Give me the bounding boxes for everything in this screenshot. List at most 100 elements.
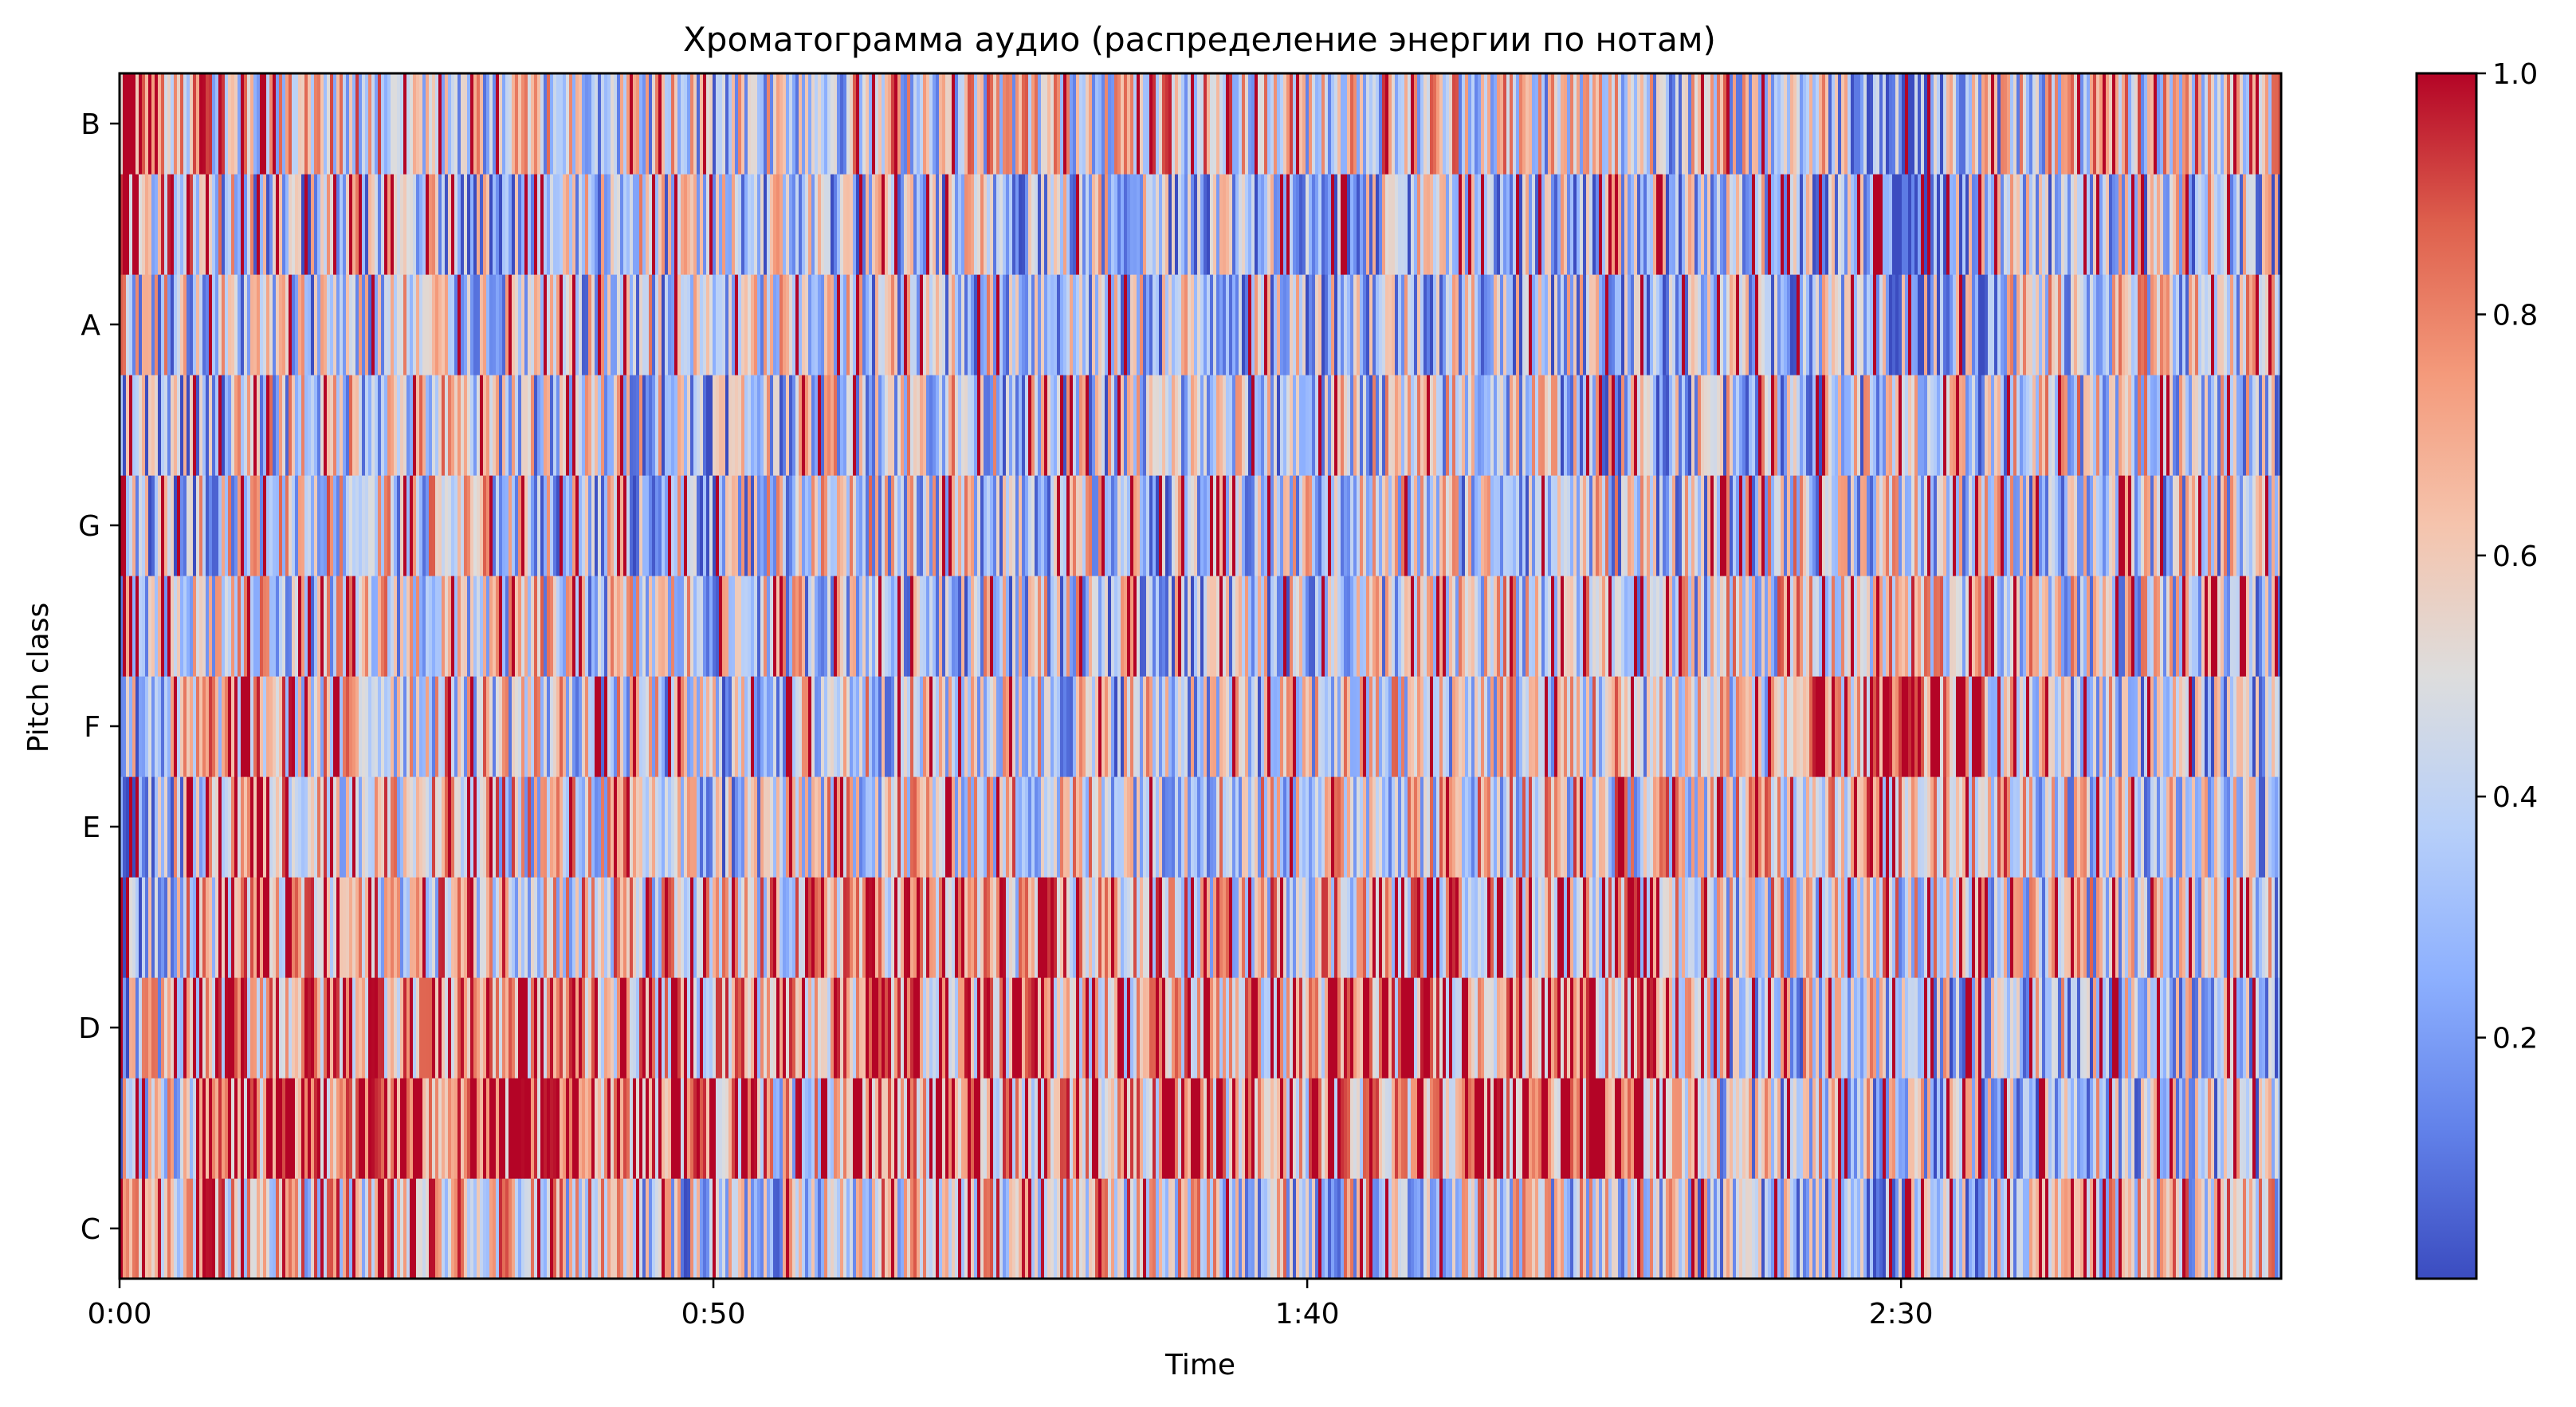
heatmap-cell	[1350, 877, 1354, 978]
heatmap-cell	[748, 1178, 752, 1279]
heatmap-cell	[604, 475, 608, 576]
heatmap-cell	[821, 1078, 825, 1179]
heatmap-cell	[1596, 877, 1600, 978]
heatmap-cell	[292, 776, 296, 878]
heatmap-cell	[783, 1178, 787, 1279]
heatmap-cell	[196, 1178, 200, 1279]
heatmap-cell	[384, 1178, 388, 1279]
heatmap-cell	[1876, 676, 1880, 777]
heatmap-cell	[330, 1078, 334, 1179]
heatmap-cell	[1659, 676, 1663, 777]
heatmap-cell	[540, 1078, 544, 1179]
heatmap-cell	[1879, 1178, 1883, 1279]
heatmap-cell	[2093, 1178, 2097, 1279]
heatmap-cell	[2205, 676, 2209, 777]
heatmap-cell	[1035, 877, 1039, 978]
heatmap-cell	[2096, 877, 2100, 978]
heatmap-cell	[738, 977, 742, 1079]
heatmap-cell	[515, 676, 519, 777]
heatmap-cell	[588, 1178, 592, 1279]
heatmap-cell	[1535, 776, 1539, 878]
heatmap-cell	[1828, 977, 1832, 1079]
heatmap-cell	[1710, 1178, 1714, 1279]
heatmap-cell	[1111, 977, 1115, 1079]
heatmap-cell	[2201, 1078, 2205, 1179]
heatmap-cell	[273, 676, 277, 777]
heatmap-cell	[279, 475, 283, 576]
heatmap-cell	[1372, 676, 1376, 777]
heatmap-cell	[1076, 977, 1080, 1079]
heatmap-cell	[1095, 1178, 1099, 1279]
heatmap-cell	[521, 576, 525, 677]
heatmap-cell	[1889, 1178, 1893, 1279]
heatmap-cell	[2058, 676, 2062, 777]
heatmap-cell	[1398, 576, 1402, 677]
heatmap-cell	[1302, 877, 1306, 978]
heatmap-cell	[139, 776, 143, 878]
heatmap-cell	[1522, 676, 1526, 777]
heatmap-cell	[2265, 977, 2269, 1079]
heatmap-cell	[1449, 1078, 1453, 1179]
heatmap-cell	[1229, 1178, 1233, 1279]
heatmap-cell	[1997, 877, 2001, 978]
heatmap-cell	[1420, 776, 1424, 878]
heatmap-cell	[1628, 1178, 1632, 1279]
heatmap-cell	[1930, 977, 1934, 1079]
heatmap-cell	[1659, 977, 1663, 1079]
heatmap-cell	[792, 977, 796, 1079]
heatmap-cell	[907, 776, 911, 878]
heatmap-cell	[792, 475, 796, 576]
heatmap-cell	[1219, 676, 1223, 777]
heatmap-cell	[387, 1178, 391, 1279]
heatmap-cell	[1159, 776, 1163, 878]
heatmap-cell	[142, 576, 146, 677]
heatmap-cell	[2166, 676, 2170, 777]
heatmap-cell	[489, 475, 493, 576]
heatmap-cell	[1111, 576, 1115, 677]
heatmap-cell	[206, 576, 210, 677]
heatmap-cell	[2103, 1078, 2107, 1179]
heatmap-cell	[1239, 576, 1243, 677]
heatmap-cell	[1239, 1078, 1243, 1179]
heatmap-cell	[349, 776, 353, 878]
heatmap-cell	[432, 977, 436, 1079]
heatmap-cell	[330, 776, 334, 878]
heatmap-cell	[751, 1178, 755, 1279]
heatmap-cell	[1035, 676, 1039, 777]
heatmap-cell	[713, 776, 717, 878]
heatmap-cell	[1541, 776, 1545, 878]
heatmap-cell	[2205, 977, 2209, 1079]
heatmap-cell	[505, 576, 509, 677]
heatmap-cell	[1293, 1078, 1297, 1179]
heatmap-cell	[190, 676, 194, 777]
heatmap-cell	[183, 576, 187, 677]
heatmap-cell	[2087, 676, 2091, 777]
heatmap-cell	[2272, 1078, 2276, 1179]
heatmap-cell	[917, 877, 921, 978]
heatmap-cell	[595, 776, 599, 878]
heatmap-cell	[1844, 676, 1848, 777]
heatmap-cell	[218, 1178, 222, 1279]
heatmap-cell	[697, 1078, 701, 1179]
heatmap-cell	[1978, 576, 1982, 677]
heatmap-cell	[1532, 776, 1536, 878]
heatmap-cell	[1500, 977, 1504, 1079]
heatmap-cell	[167, 977, 171, 1079]
heatmap-cell	[2004, 1078, 2008, 1179]
heatmap-cell	[151, 475, 155, 576]
heatmap-cell	[1538, 1178, 1542, 1279]
heatmap-cell	[652, 1178, 656, 1279]
heatmap-cell	[550, 475, 554, 576]
heatmap-cell	[397, 676, 401, 777]
heatmap-cell	[888, 1178, 892, 1279]
heatmap-cell	[314, 977, 318, 1079]
heatmap-cell	[948, 877, 952, 978]
heatmap-cell	[1497, 1078, 1501, 1179]
heatmap-cell	[1178, 1178, 1182, 1279]
heatmap-cell	[824, 676, 828, 777]
heatmap-cell	[1267, 877, 1271, 978]
heatmap-cell	[406, 576, 410, 677]
heatmap-cell	[292, 977, 296, 1079]
heatmap-cell	[486, 576, 490, 677]
heatmap-cell	[1937, 676, 1941, 777]
